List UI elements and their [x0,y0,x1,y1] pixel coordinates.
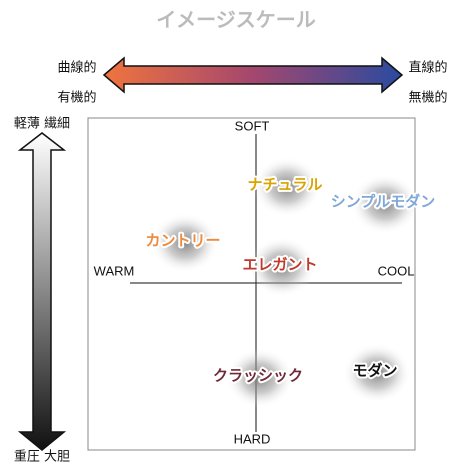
node-label: モダン [352,362,397,380]
node-label: エレガント [242,256,317,274]
halo [151,213,219,273]
label: 有機的 [57,90,96,106]
label: 重圧 大胆 [14,449,70,465]
axis-label: COOL [378,263,415,278]
node-label: クラッシック [213,367,303,385]
halo [343,343,411,403]
halo [226,348,294,408]
vertical-arrow [17,132,67,451]
node-label: カントリー [145,232,220,250]
halo [351,174,419,234]
axis-label: WARM [94,263,135,278]
axis-label: SOFT [235,118,270,133]
horizontal-arrow [102,56,404,94]
label: 無機的 [408,90,447,106]
halo [248,237,316,297]
label: 曲線的 [57,60,96,76]
node-label: ナチュラル [247,176,322,194]
label: 軽薄 繊細 [14,116,70,132]
label: 直線的 [408,60,447,76]
axis-label: HARD [234,431,271,446]
title: イメージスケール [156,8,316,32]
node-label: シンプルモダン [331,193,436,211]
halo [253,157,321,217]
